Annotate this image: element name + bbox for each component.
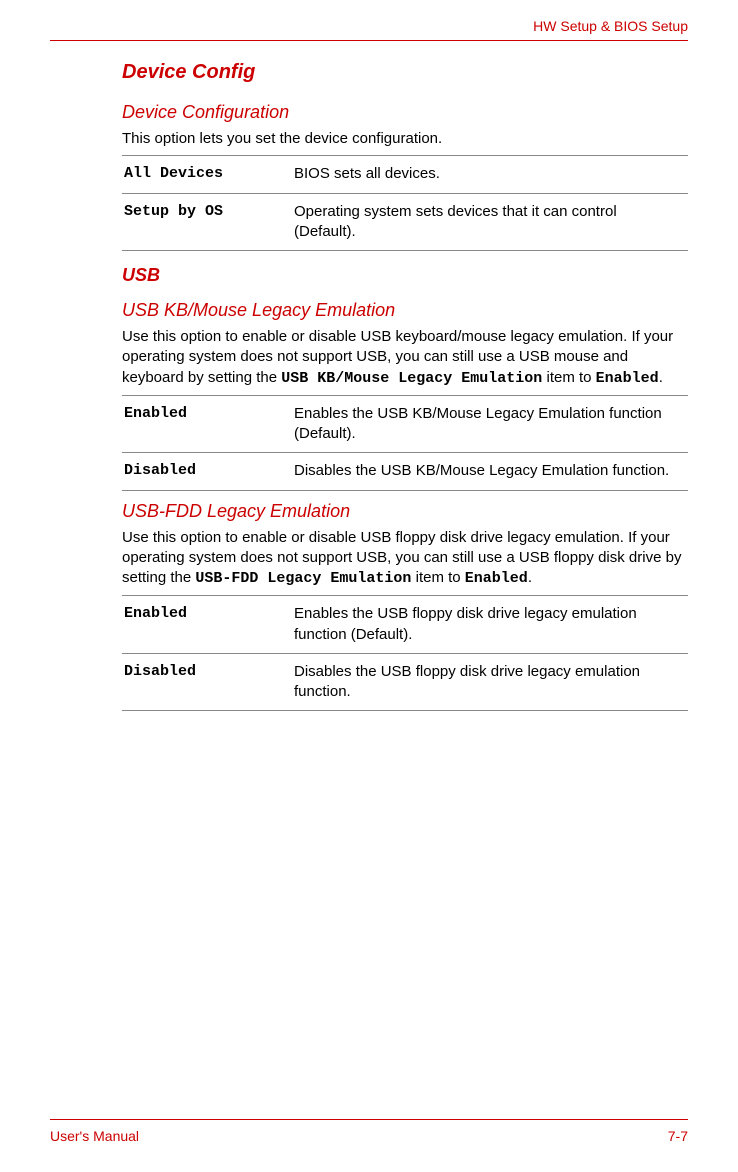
footer-rule: [50, 1119, 688, 1120]
table-row: All Devices BIOS sets all devices.: [122, 156, 688, 193]
option-name: Disabled: [122, 653, 292, 711]
text-fragment: item to: [542, 369, 595, 386]
table-row: Disabled Disables the USB KB/Mouse Legac…: [122, 453, 688, 490]
option-name: Enabled: [122, 395, 292, 453]
usb-fdd-intro: Use this option to enable or disable USB…: [122, 528, 688, 590]
header-section-title: HW Setup & BIOS Setup: [50, 18, 688, 40]
usb-kbmouse-heading: USB KB/Mouse Legacy Emulation: [122, 300, 688, 321]
option-name: All Devices: [122, 156, 292, 193]
header-rule: [50, 40, 688, 41]
option-name: Disabled: [122, 453, 292, 490]
usb-heading: USB: [122, 265, 688, 286]
inline-code: USB-FDD Legacy Emulation: [195, 570, 411, 587]
page-footer: User's Manual 7-7: [50, 1119, 688, 1144]
inline-code: Enabled: [465, 570, 528, 587]
device-config-intro: This option lets you set the device conf…: [122, 129, 688, 149]
table-row: Enabled Enables the USB floppy disk driv…: [122, 596, 688, 654]
table-row: Enabled Enables the USB KB/Mouse Legacy …: [122, 395, 688, 453]
option-desc: Disables the USB floppy disk drive legac…: [292, 653, 688, 711]
table-row: Disabled Disables the USB floppy disk dr…: [122, 653, 688, 711]
option-desc: Disables the USB KB/Mouse Legacy Emulati…: [292, 453, 688, 490]
device-config-heading: Device Config: [122, 61, 688, 84]
text-fragment: item to: [411, 569, 464, 586]
inline-code: USB KB/Mouse Legacy Emulation: [281, 370, 542, 387]
usb-fdd-table: Enabled Enables the USB floppy disk driv…: [122, 595, 688, 711]
table-row: Setup by OS Operating system sets device…: [122, 193, 688, 251]
device-config-table: All Devices BIOS sets all devices. Setup…: [122, 155, 688, 251]
footer-page-number: 7-7: [668, 1128, 688, 1144]
option-desc: Enables the USB KB/Mouse Legacy Emulatio…: [292, 395, 688, 453]
option-desc: Operating system sets devices that it ca…: [292, 193, 688, 251]
device-configuration-subheading: Device Configuration: [122, 102, 688, 123]
text-fragment: .: [659, 369, 663, 386]
option-desc: Enables the USB floppy disk drive legacy…: [292, 596, 688, 654]
option-desc: BIOS sets all devices.: [292, 156, 688, 193]
page-content: Device Config Device Configuration This …: [50, 61, 688, 711]
usb-kbmouse-table: Enabled Enables the USB KB/Mouse Legacy …: [122, 395, 688, 491]
usb-fdd-heading: USB-FDD Legacy Emulation: [122, 501, 688, 522]
inline-code: Enabled: [596, 370, 659, 387]
usb-kbmouse-intro: Use this option to enable or disable USB…: [122, 327, 688, 389]
text-fragment: .: [528, 569, 532, 586]
footer-left: User's Manual: [50, 1128, 139, 1144]
option-name: Enabled: [122, 596, 292, 654]
option-name: Setup by OS: [122, 193, 292, 251]
